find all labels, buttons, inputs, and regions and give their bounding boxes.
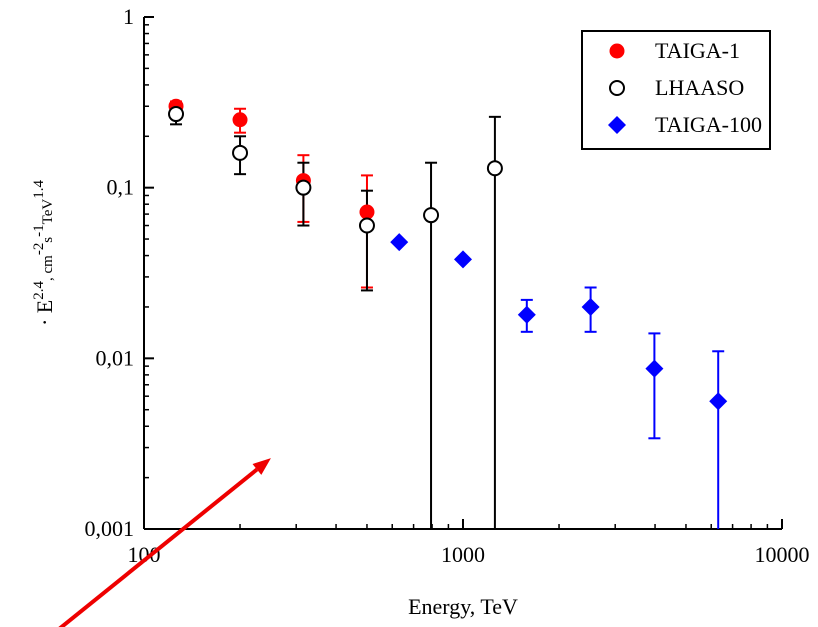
legend-label: TAIGA-1 — [655, 38, 740, 63]
legend-label: LHAASO — [655, 75, 744, 100]
legend-marker-lhaaso — [609, 80, 625, 96]
data-point-lhaaso — [423, 207, 440, 224]
legend-label: TAIGA-100 — [655, 112, 762, 137]
red-arrow-head — [252, 458, 271, 475]
data-point-taiga-100 — [581, 297, 600, 316]
x-tick-label: 1000 — [441, 542, 485, 567]
y-tick-label: 1 — [123, 4, 134, 29]
data-point-taiga-1 — [359, 204, 375, 220]
error-bars — [170, 100, 725, 529]
x-axis-title: Energy, TeV — [408, 594, 518, 619]
y-axis-title: · E2.4, cm-2s-1TeV1.4 — [31, 179, 57, 326]
legend: TAIGA-1 LHAASO TAIGA-100 — [581, 30, 771, 150]
x-tick-label: 10000 — [755, 542, 810, 567]
x-tick-label: 100 — [128, 542, 161, 567]
data-markers — [168, 98, 728, 411]
data-point-taiga-1 — [232, 112, 248, 128]
red-arrow-shaft — [58, 467, 259, 627]
data-point-lhaaso — [232, 144, 249, 161]
y-tick-label: 0,01 — [96, 345, 135, 370]
data-point-lhaaso — [168, 106, 185, 123]
data-point-lhaaso — [295, 179, 312, 196]
annotation — [58, 458, 271, 627]
data-point-lhaaso — [358, 217, 375, 234]
y-tick-label: 0,001 — [85, 516, 135, 541]
legend-marker-taiga-1 — [609, 43, 625, 59]
y-tick-label: 0,1 — [107, 175, 135, 200]
data-point-taiga-100 — [645, 359, 664, 378]
legend-marker-taiga-100 — [608, 116, 626, 134]
data-point-lhaaso — [486, 160, 503, 177]
data-point-taiga-100 — [454, 250, 472, 269]
data-point-taiga-100 — [390, 233, 409, 252]
data-point-taiga-100 — [709, 392, 728, 411]
data-point-taiga-100 — [517, 305, 536, 324]
